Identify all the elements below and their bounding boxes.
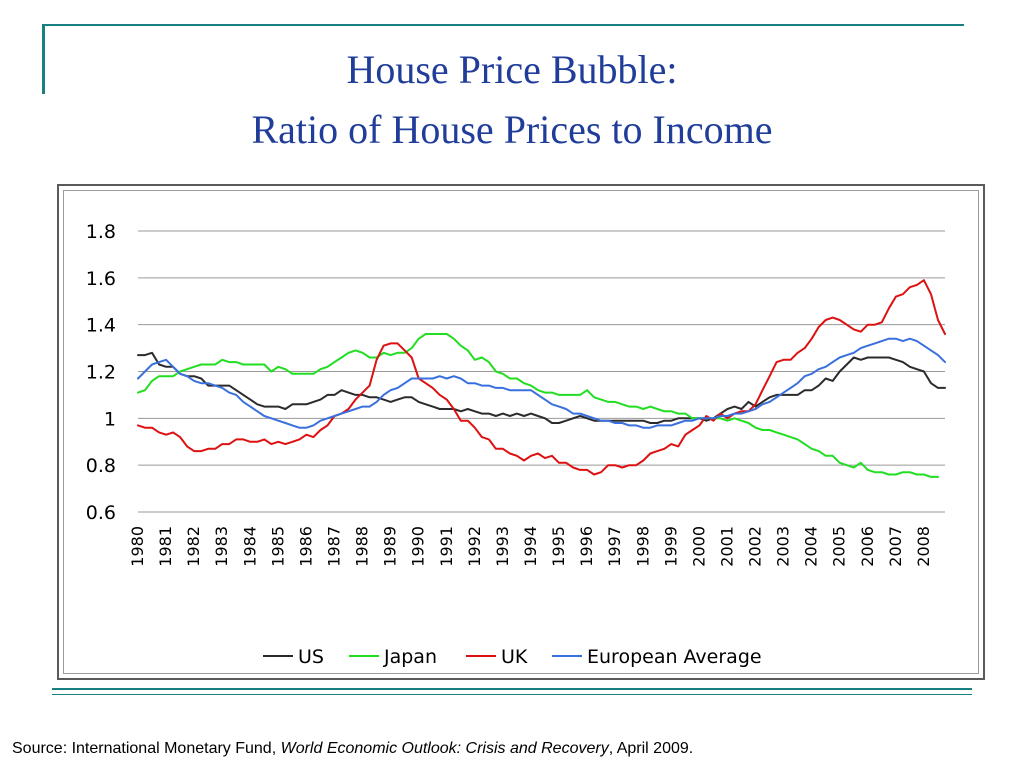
x-tick-label: 1981 bbox=[156, 526, 175, 567]
x-tick-label: 2007 bbox=[886, 526, 905, 567]
y-tick-label: 1.4 bbox=[86, 315, 116, 337]
y-axis: 0.6 0.8 1 1.2 1.4 1.6 1.8 bbox=[86, 221, 116, 524]
footer-rule-thin bbox=[52, 694, 972, 695]
footer-rule-thick bbox=[52, 688, 972, 690]
y-tick-label: 1.6 bbox=[86, 268, 116, 290]
series-line-uk bbox=[137, 279, 946, 476]
x-tick-label: 1985 bbox=[268, 526, 287, 567]
x-tick-label: 2008 bbox=[914, 526, 933, 567]
x-tick-label: 1989 bbox=[381, 526, 400, 567]
gridlines bbox=[138, 230, 945, 513]
x-tick-label: 2005 bbox=[830, 526, 849, 567]
x-tick-label: 1983 bbox=[212, 526, 231, 567]
x-tick-label: 1980 bbox=[128, 526, 147, 567]
y-tick-label: 0.6 bbox=[86, 502, 116, 524]
x-tick-label: 1996 bbox=[577, 526, 596, 567]
source-publication: World Economic Outlook: Crisis and Recov… bbox=[280, 740, 609, 757]
source-prefix: Source: International Monetary Fund, bbox=[12, 740, 281, 757]
legend-label: UK bbox=[501, 646, 528, 668]
y-tick-label: 1 bbox=[104, 408, 116, 430]
accent-top-rule bbox=[42, 24, 964, 26]
x-tick-label: 1999 bbox=[661, 526, 680, 567]
legend-label: European Average bbox=[587, 646, 762, 668]
x-tick-label: 2002 bbox=[746, 526, 765, 567]
x-tick-label: 2001 bbox=[717, 526, 736, 567]
y-tick-label: 0.8 bbox=[86, 455, 116, 477]
x-tick-label: 2000 bbox=[689, 526, 708, 567]
x-tick-label: 1994 bbox=[521, 526, 540, 567]
x-tick-label: 2006 bbox=[858, 526, 877, 567]
x-tick-label: 2004 bbox=[802, 526, 821, 567]
y-tick-label: 1.8 bbox=[86, 221, 116, 243]
chart-frame bbox=[57, 184, 985, 680]
x-tick-label: 1986 bbox=[296, 526, 315, 567]
x-tick-label: 1982 bbox=[184, 526, 203, 567]
x-tick-label: 1993 bbox=[493, 526, 512, 567]
legend-label: Japan bbox=[383, 646, 437, 668]
x-tick-label: 1997 bbox=[605, 526, 624, 567]
x-tick-label: 1992 bbox=[465, 526, 484, 567]
x-axis: 1980 1981 1982 1983 1984 1985 1986 1987 1988 1989… bbox=[128, 526, 933, 567]
series-lines bbox=[137, 279, 946, 478]
x-tick-label: 1984 bbox=[240, 526, 259, 567]
accent-vertical-rule bbox=[42, 24, 45, 94]
source-note: Source: International Monetary Fund, Wor… bbox=[12, 740, 693, 758]
slide-title-line2: Ratio of House Prices to Income bbox=[251, 107, 773, 152]
source-suffix: , April 2009. bbox=[608, 740, 694, 757]
legend: US Japan UK European Average bbox=[263, 646, 762, 668]
series-line-us bbox=[137, 351, 946, 424]
chart-frame-inner bbox=[63, 190, 979, 674]
x-tick-label: 1991 bbox=[437, 526, 456, 567]
x-tick-label: 1990 bbox=[409, 526, 428, 567]
series-line-japan bbox=[137, 333, 939, 478]
series-line-european-average bbox=[137, 337, 946, 429]
legend-label: US bbox=[298, 646, 324, 668]
slide-title-line1: House Price Bubble: bbox=[346, 47, 678, 92]
x-tick-label: 1995 bbox=[549, 526, 568, 567]
x-tick-label: 1998 bbox=[633, 526, 652, 567]
x-tick-label: 2003 bbox=[774, 526, 793, 567]
x-tick-label: 1988 bbox=[353, 526, 372, 567]
x-tick-label: 1987 bbox=[324, 526, 343, 567]
y-tick-label: 1.2 bbox=[86, 362, 116, 384]
